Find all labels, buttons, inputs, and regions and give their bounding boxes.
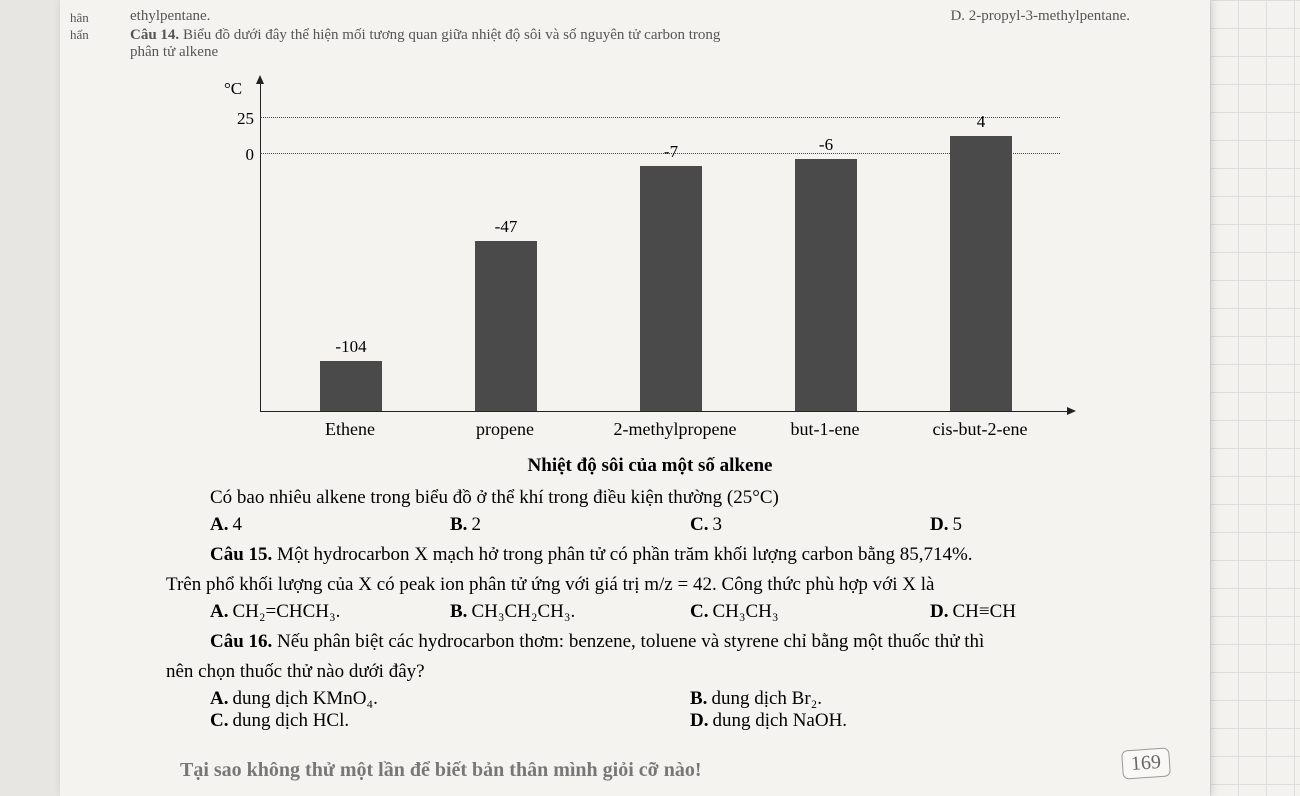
q14-option-c: C.3: [690, 514, 930, 536]
top-left-fragment: ethylpentane.: [130, 8, 210, 24]
margin-line-1: hân: [70, 10, 89, 27]
bar-value-label: -47: [475, 217, 537, 237]
question-14-text-b: phân tử alkene: [130, 44, 218, 60]
chart-title: Nhiệt độ sôi của một số alkene: [130, 455, 1170, 477]
bar-2-methylpropene: -7: [640, 166, 702, 411]
question-16-line2: nên chọn thuốc thử nào dưới đây?: [166, 661, 425, 682]
y-tick-label: 25: [230, 109, 254, 129]
background-grid-paper: [1210, 0, 1300, 796]
y-axis-unit: °C: [224, 79, 242, 99]
question-16-label: Câu 16.: [210, 631, 272, 652]
question-14-options: A.4 B.2 C.3 D.5: [210, 514, 1170, 536]
bar-value-label: -7: [640, 142, 702, 162]
x-category-label: Ethene: [300, 419, 400, 440]
footer-motto: Tại sao không thử một lần để biết bản th…: [180, 759, 702, 782]
question-15-options: A.CH₂=CHCH₃. B.CH₃CH₂CH₃. C.CH₃CH₃ D.CH≡…: [210, 601, 1170, 623]
margin-cutoff-text: hân hấn: [70, 10, 89, 44]
boiling-point-chart: °C 25 0 -104 -47 -7 -6 4 Ethene propene 2-methy…: [200, 71, 1100, 441]
bar-value-label: -104: [320, 337, 382, 357]
bar-ethene: -104: [320, 361, 382, 411]
question-15-line1: Một hydrocarbon X mạch hở trong phân tử …: [277, 544, 973, 565]
q15-option-a: A.CH₂=CHCH₃.: [210, 601, 450, 623]
question-14-stem: Câu 14. Biểu đồ dưới đây thể hiện mối tư…: [130, 27, 1170, 61]
bar-value-label: 4: [950, 112, 1012, 132]
bar-value-label: -6: [795, 135, 857, 155]
question-14-text-a: Biểu đồ dưới đây thể hiện mối tương quan…: [183, 27, 720, 43]
question-15-label: Câu 15.: [210, 544, 272, 565]
page-number: 169: [1121, 747, 1171, 779]
x-category-label: propene: [450, 419, 560, 440]
top-fragment-row: ethylpentane. D. 2-propyl-3-methylpentan…: [130, 8, 1170, 25]
x-category-label: but-1-ene: [770, 419, 880, 440]
bar-cis-but-2-ene: 4: [950, 136, 1012, 411]
q15-option-c: C.CH₃CH₃: [690, 601, 930, 623]
q16-option-c: C.dung dịch HCl.: [210, 710, 690, 732]
q16-option-a: A.dung dịch KMnO₄.: [210, 688, 690, 710]
q14-option-d: D.5: [930, 514, 1170, 536]
question-16-line1: Nếu phân biệt các hydrocarbon thơm: benz…: [277, 631, 984, 652]
question-14-prompt: Có bao nhiêu alkene trong biểu đồ ở thể …: [166, 483, 1150, 512]
question-14-label: Câu 14.: [130, 27, 179, 43]
margin-line-2: hấn: [70, 27, 89, 44]
y-gridline: [260, 117, 1060, 118]
y-axis: [260, 81, 261, 411]
q15-option-d: D.CH≡CH: [930, 601, 1170, 623]
x-category-label: cis-but-2-ene: [910, 419, 1050, 440]
q16-option-d: D.dung dịch NaOH.: [690, 710, 1170, 732]
q15-option-b: B.CH₃CH₂CH₃.: [450, 601, 690, 623]
q14-option-b: B.2: [450, 514, 690, 536]
bar-but-1-ene: -6: [795, 159, 857, 411]
x-category-label: 2-methylpropene: [590, 419, 760, 440]
q14-option-a: A.4: [210, 514, 450, 536]
textbook-page: hân hấn ethylpentane. D. 2-propyl-3-meth…: [60, 0, 1210, 796]
y-tick-label: 0: [230, 145, 254, 165]
question-15-line2: Trên phổ khối lượng của X có peak ion ph…: [166, 574, 934, 595]
q16-option-b: B.dung dịch Br₂.: [690, 688, 1170, 710]
top-right-fragment: D. 2-propyl-3-methylpentane.: [950, 8, 1130, 25]
bar-propene: -47: [475, 241, 537, 411]
x-axis: [260, 411, 1070, 412]
question-16: Câu 16. Nếu phân biệt các hydrocarbon th…: [166, 627, 1150, 686]
question-16-options: A.dung dịch KMnO₄. B.dung dịch Br₂. C.du…: [210, 688, 1170, 732]
question-15: Câu 15. Một hydrocarbon X mạch hở trong …: [166, 540, 1150, 599]
